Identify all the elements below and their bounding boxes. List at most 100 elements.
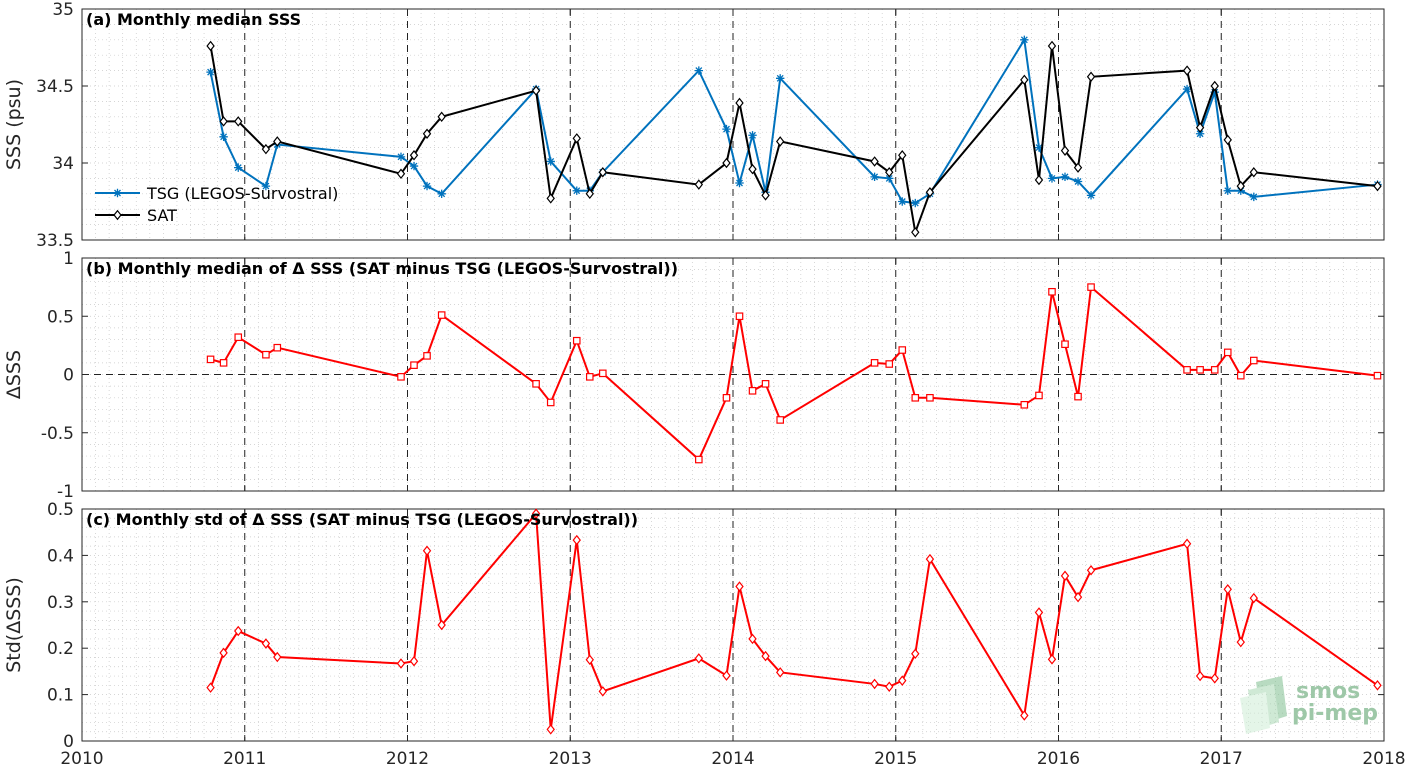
data-point — [585, 654, 594, 666]
data-point — [1182, 84, 1192, 94]
data-point — [870, 156, 879, 167]
data-point — [262, 350, 270, 359]
data-point — [206, 355, 215, 364]
x-tick-label: 2018 — [1362, 749, 1405, 768]
data-point — [1020, 35, 1029, 44]
series-line — [209, 36, 1378, 205]
data-point — [585, 188, 594, 200]
data-point — [396, 168, 406, 180]
major-grid — [244, 258, 1222, 491]
data-point — [748, 131, 757, 140]
data-point — [885, 166, 894, 178]
data-point — [776, 416, 784, 424]
data-point — [1060, 570, 1070, 582]
data-point — [1223, 584, 1232, 595]
data-point — [397, 373, 405, 381]
data-point — [1020, 710, 1029, 721]
data-point — [206, 40, 215, 52]
legend-marker — [113, 188, 122, 198]
y-tick-label: 0.4 — [47, 546, 74, 566]
data-point — [911, 394, 920, 402]
y-tick-label: 1 — [63, 249, 74, 269]
data-point — [1373, 180, 1382, 192]
data-point — [206, 67, 215, 77]
data-point — [531, 508, 541, 519]
data-point — [735, 581, 744, 592]
data-point — [1086, 71, 1096, 83]
data-point — [885, 174, 894, 183]
data-point — [870, 172, 879, 182]
data-point — [722, 124, 731, 134]
y-axis-label: ΔSSS — [3, 350, 25, 399]
y-tick-label: 0.5 — [47, 500, 74, 520]
data-point — [1060, 172, 1070, 182]
data-point — [273, 651, 282, 663]
data-point — [898, 197, 907, 206]
data-point — [409, 150, 419, 161]
data-point — [870, 359, 879, 367]
data-point — [748, 633, 757, 645]
x-tick-label: 2014 — [711, 749, 754, 768]
y-tick-label: 0.2 — [47, 639, 74, 659]
series-delta-0 — [206, 283, 1382, 464]
data-point — [926, 394, 934, 402]
data-point — [410, 361, 418, 369]
data-point — [437, 619, 446, 631]
data-point — [546, 398, 555, 407]
smos-pi-mep-logo: smos pi-mep — [1240, 676, 1378, 734]
legend-marker — [113, 209, 122, 221]
data-point — [722, 670, 731, 681]
data-point — [531, 85, 541, 96]
data-point — [396, 152, 406, 162]
y-tick-label: 0.1 — [47, 686, 74, 706]
data-point — [911, 198, 920, 208]
data-point — [694, 653, 704, 664]
y-tick-label: 0.3 — [47, 593, 74, 613]
data-point — [761, 380, 770, 388]
data-point — [1074, 392, 1082, 401]
data-point — [261, 143, 271, 155]
data-point — [694, 66, 704, 75]
data-point — [1035, 391, 1043, 400]
x-tick-label: 2013 — [549, 749, 592, 768]
panel-c: 0 0.1 0.2 0.3 0.4 0.5 Std(ΔSSS) (c) Monthly std… — [3, 500, 1385, 752]
data-point — [1210, 87, 1219, 97]
y-tick-label: 0 — [63, 366, 74, 386]
panel-title: (c) Monthly std of Δ SSS (SAT minus TSG … — [86, 510, 638, 529]
data-point — [1183, 366, 1191, 374]
panel-title: (a) Monthly median SSS — [86, 10, 301, 29]
data-point — [572, 336, 581, 345]
data-point — [546, 193, 555, 204]
y-tick-label: -1 — [57, 482, 74, 502]
minor-grid — [81, 508, 1385, 742]
data-point — [761, 650, 770, 662]
data-point — [1034, 607, 1044, 618]
data-point — [748, 387, 757, 395]
data-point — [1073, 177, 1083, 186]
data-point — [885, 360, 894, 368]
panel-b: -1 -0.5 0 0.5 1 ΔSSS (b) Monthly median of Δ S… — [3, 249, 1385, 502]
data-point — [925, 553, 935, 565]
data-point — [572, 186, 581, 195]
data-point — [1073, 591, 1083, 603]
data-point — [722, 157, 731, 169]
data-point — [1195, 670, 1205, 682]
x-tick-label: 2011 — [223, 749, 266, 768]
data-point — [409, 161, 419, 171]
major-grid — [244, 509, 1222, 741]
data-point — [1061, 340, 1069, 349]
data-point — [775, 667, 785, 678]
data-point — [1223, 348, 1232, 357]
data-point — [261, 638, 271, 649]
data-point — [1047, 40, 1057, 52]
data-point — [234, 625, 243, 637]
data-point — [532, 380, 540, 388]
data-point — [695, 455, 703, 464]
series-sat — [206, 40, 1382, 238]
data-point — [234, 163, 243, 172]
data-point — [1182, 538, 1192, 550]
data-point — [1034, 143, 1044, 152]
data-point — [1087, 283, 1095, 291]
data-point — [1249, 192, 1258, 202]
